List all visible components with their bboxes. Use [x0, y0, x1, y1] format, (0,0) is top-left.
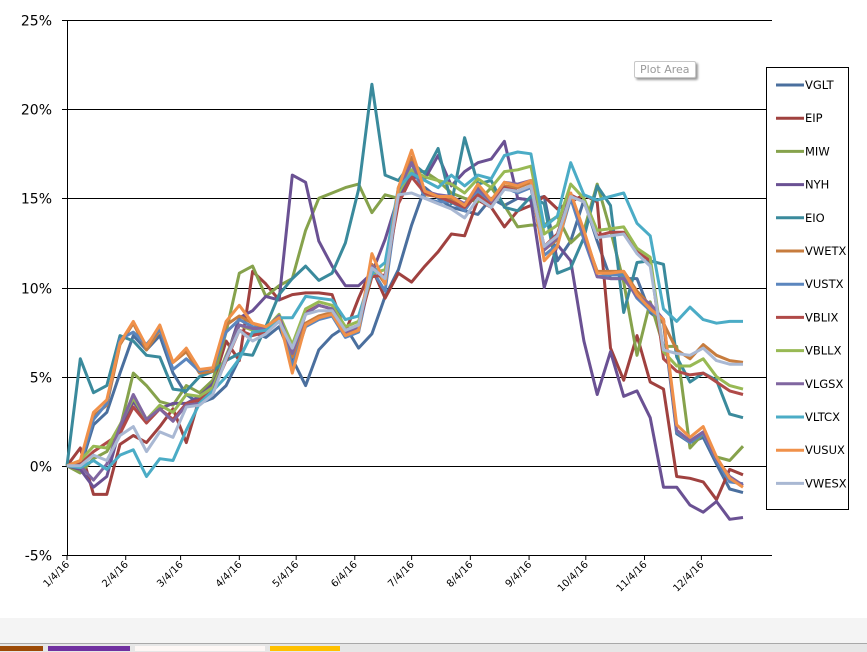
gridlines: [62, 20, 772, 556]
x-tick-label: 5/4/16: [271, 559, 302, 590]
legend-label: VLGSX: [805, 377, 843, 391]
legend-label: VUSTX: [805, 277, 844, 291]
x-tick-label: 2/4/16: [100, 559, 131, 590]
x-tick-label: 9/4/16: [504, 559, 535, 590]
series-line-vwesx[interactable]: [67, 184, 743, 468]
y-tick-label: 25%: [21, 14, 52, 30]
legend-label: EIO: [805, 211, 825, 225]
sheet-tab-bar: [0, 643, 867, 652]
sheet-tab-purple[interactable]: [48, 646, 130, 651]
x-tick-label: 10/4/16: [556, 559, 591, 594]
sheet-tab-brown[interactable]: [0, 646, 43, 651]
legend-label: VLTCX: [805, 410, 840, 424]
x-tick-label: 6/4/16: [329, 559, 360, 590]
legend-label: VUSUX: [805, 443, 845, 457]
x-tick-label: 11/4/16: [615, 559, 650, 594]
y-tick-label: 5%: [30, 371, 52, 387]
series-line-vusux[interactable]: [66, 148, 744, 489]
legend-label: VWETX: [805, 244, 847, 258]
legend-box[interactable]: [766, 67, 849, 510]
legend[interactable]: VGLT EIP MIW NYH EIO VWETX VUSTX VBLIX VBLLX VLGS…: [766, 67, 849, 510]
legend-label: NYH: [805, 178, 829, 192]
x-tick-label: 12/4/16: [671, 559, 706, 594]
series-line-miw[interactable]: [66, 170, 745, 475]
series-line-vwetx[interactable]: [66, 155, 744, 468]
legend-label: VBLIX: [805, 310, 839, 324]
legend-label: VWESX: [805, 476, 847, 490]
legend-label: EIP: [805, 111, 823, 125]
y-tick-label: 20%: [21, 103, 52, 119]
sheet-tab-active[interactable]: [135, 646, 265, 651]
series-line-vltcx[interactable]: [66, 150, 743, 478]
x-tick-label: 8/4/16: [445, 559, 476, 590]
y-tick-label: 10%: [21, 282, 52, 298]
sheet-tab-gold[interactable]: [270, 646, 340, 651]
legend-label: VGLT: [805, 78, 835, 92]
y-tick-label: 15%: [21, 192, 52, 208]
series-line-vblix[interactable]: [66, 175, 744, 468]
plot-area-tooltip: Plot Area: [634, 61, 696, 78]
x-tick-label: 3/4/16: [155, 559, 186, 590]
y-tick-label: -5%: [25, 549, 52, 565]
legend-label: MIW: [805, 144, 830, 158]
x-tick-label: 4/4/16: [214, 559, 245, 590]
x-tick-label: 7/4/16: [386, 559, 417, 590]
series-lines[interactable]: [65, 82, 745, 521]
legend-label: VBLLX: [805, 344, 842, 358]
series-line-vlgsx[interactable]: [67, 161, 744, 487]
series-line-vbllx[interactable]: [66, 164, 744, 468]
y-tick-label: 0%: [30, 460, 52, 476]
